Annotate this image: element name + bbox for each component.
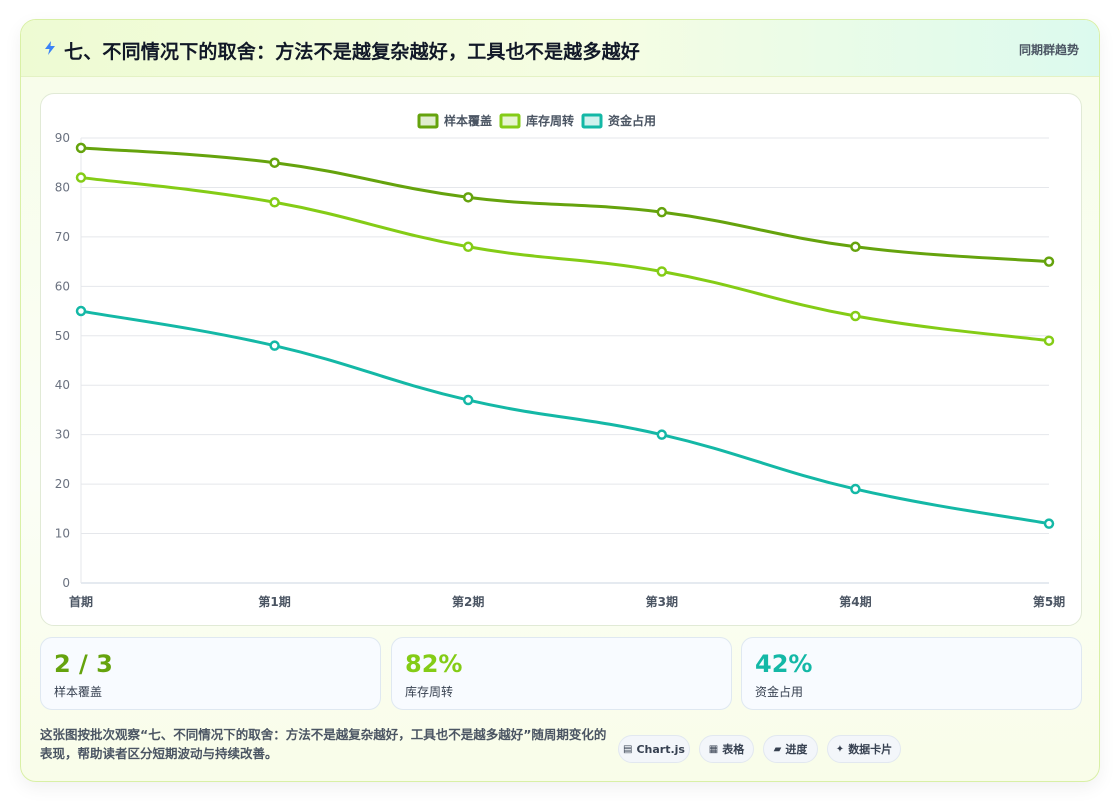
data-point — [75, 172, 87, 183]
stat-card-turnover: 82% 库存周转 — [391, 637, 732, 710]
y-tick-label: 40 — [55, 378, 70, 392]
y-tick-label: 70 — [55, 230, 70, 244]
data-point — [462, 394, 474, 406]
x-tick-label: 首期 — [69, 594, 93, 609]
stat-label: 样本覆盖 — [54, 685, 103, 699]
x-tick-label: 第5期 — [1033, 594, 1065, 609]
data-point — [850, 241, 861, 253]
legend-swatch — [417, 113, 439, 129]
x-tick-label: 第3期 — [646, 594, 678, 609]
data-point — [850, 310, 861, 322]
stat-value: 42% — [755, 650, 813, 678]
lightning-icon — [45, 41, 55, 55]
page-title: 七、不同情况下的取舍：方法不是越复杂越好，工具也不是越多越好 — [64, 41, 641, 63]
stat-label: 库存周转 — [405, 685, 454, 699]
data-point — [1043, 518, 1055, 529]
y-tick-label: 30 — [55, 428, 70, 442]
data-point — [269, 197, 280, 208]
data-point — [462, 241, 474, 253]
y-tick-label: 60 — [55, 279, 70, 293]
sparkle-icon: ✦ — [835, 743, 845, 755]
data-point — [269, 157, 280, 168]
y-tick-label: 80 — [55, 180, 70, 194]
y-tick-label: 90 — [55, 131, 70, 145]
line-chart: 0 10 20 30 40 50 60 70 80 90 首期 第1期 第2期 第3期 第4期 第5期 样本覆盖… — [55, 113, 1065, 609]
legend-swatch — [499, 113, 521, 129]
data-point — [1043, 335, 1055, 346]
chip-label: Chart.js — [636, 742, 685, 756]
x-tick-label: 第2期 — [452, 594, 484, 609]
data-point — [269, 340, 280, 351]
chip-label: 数据卡片 — [848, 743, 893, 756]
legend-label: 资金占用 — [608, 113, 656, 128]
data-point — [462, 192, 474, 203]
data-point — [75, 142, 87, 154]
legend-label: 库存周转 — [526, 113, 574, 128]
x-tick-label: 第4期 — [839, 594, 871, 609]
header-tag: 同期群趋势 — [1018, 43, 1079, 57]
y-tick-label: 0 — [62, 576, 70, 590]
series-line-1 — [79, 176, 1051, 343]
data-point — [75, 305, 87, 317]
stat-card-capital: 42% 资金占用 — [741, 637, 1082, 710]
data-point — [656, 206, 668, 218]
chart-panel: 0 10 20 30 40 50 60 70 80 90 首期 第1期 第2期 第3期 第4期 第5期 样本覆盖… — [40, 93, 1082, 626]
chart-icon: ▤ — [623, 743, 633, 755]
x-tick-label: 第1期 — [258, 594, 290, 609]
y-tick-label: 10 — [55, 527, 70, 541]
chip-label: 表格 — [722, 743, 745, 756]
report-card: 七、不同情况下的取舍：方法不是越复杂越好，工具也不是越多越好 同期群趋势 0 10… — [20, 19, 1100, 782]
stat-label: 资金占用 — [755, 685, 804, 699]
y-tick-label: 20 — [55, 477, 70, 491]
chart-description: 这张图按批次观察“七、不同情况下的取舍：方法不是越复杂越好，工具也不是越多越好”… — [40, 727, 607, 761]
data-point — [850, 483, 861, 495]
legend-label: 样本覆盖 — [444, 113, 492, 128]
stat-card-coverage: 2 / 3 样本覆盖 — [40, 637, 381, 710]
progress-icon: ▰ — [773, 743, 782, 755]
data-point — [656, 266, 668, 277]
stat-value: 2 / 3 — [54, 650, 113, 678]
data-point — [1043, 256, 1055, 267]
card-header: 七、不同情况下的取舍：方法不是越复杂越好，工具也不是越多越好 同期群趋势 — [21, 20, 1099, 77]
table-icon: ▦ — [708, 743, 719, 755]
data-point — [656, 429, 668, 440]
chip-progress[interactable]: ▰ 进度 — [763, 735, 818, 763]
stat-value: 82% — [405, 650, 463, 678]
chip-table[interactable]: ▦ 表格 — [699, 735, 754, 763]
chip-chartjs[interactable]: ▤ Chart.js — [618, 735, 690, 763]
chip-data-card[interactable]: ✦ 数据卡片 — [827, 735, 901, 763]
legend-swatch — [581, 113, 603, 129]
y-tick-label: 50 — [55, 329, 70, 343]
series-line-2 — [79, 309, 1051, 526]
chip-label: 进度 — [785, 743, 808, 756]
series-line-0 — [79, 146, 1051, 264]
